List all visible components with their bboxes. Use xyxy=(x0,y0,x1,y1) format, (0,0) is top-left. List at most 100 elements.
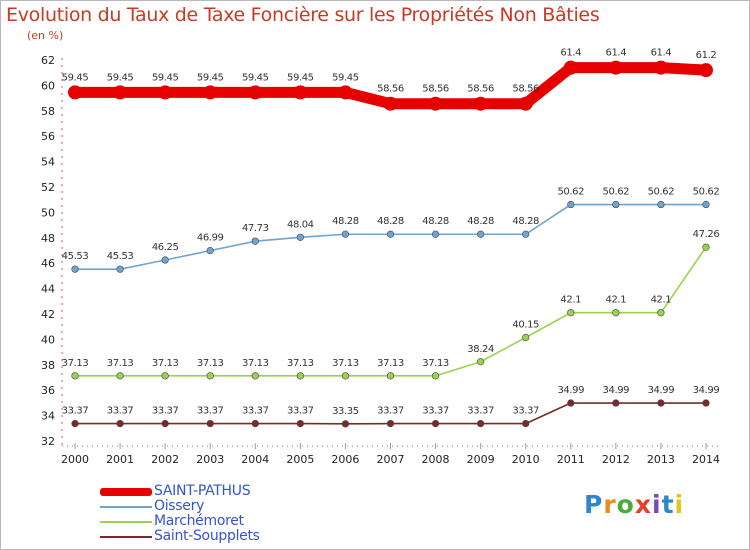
data-label-oissery: 48.28 xyxy=(467,216,494,227)
data-point-saint-soupplets xyxy=(116,420,124,428)
legend-swatch-oissery xyxy=(100,506,152,508)
data-label-saint-soupplets: 34.99 xyxy=(603,385,630,396)
legend-label-oissery: Oissery xyxy=(154,498,205,514)
data-label-oissery: 50.62 xyxy=(693,187,720,198)
data-label-marchemoret: 37.13 xyxy=(422,358,449,369)
data-label-saint-soupplets: 33.37 xyxy=(377,406,404,417)
data-label-marchemoret: 37.13 xyxy=(107,358,134,369)
data-point-oissery xyxy=(116,265,124,273)
data-point-oissery xyxy=(612,200,620,209)
data-point-saint-pathus xyxy=(203,85,218,100)
data-label-saint-soupplets: 34.99 xyxy=(693,385,720,396)
data-point-marchemoret xyxy=(702,243,710,251)
data-label-oissery: 50.62 xyxy=(603,187,630,198)
data-point-marchemoret xyxy=(657,309,665,317)
x-tick-label: 2010 xyxy=(512,453,540,466)
data-point-saint-soupplets xyxy=(296,420,304,428)
legend-swatch-saint-soupplets xyxy=(100,536,152,538)
y-tick-label: 62 xyxy=(41,54,55,67)
data-label-saint-soupplets: 33.37 xyxy=(242,406,269,417)
data-label-saint-soupplets: 33.37 xyxy=(422,406,449,417)
legend-swatch-saint-pathus xyxy=(100,488,152,496)
data-point-oissery xyxy=(522,230,530,238)
data-label-saint-pathus: 59.45 xyxy=(107,72,134,83)
data-label-oissery: 50.62 xyxy=(648,187,675,198)
data-label-marchemoret: 37.13 xyxy=(152,358,179,369)
x-tick-label: 2005 xyxy=(286,453,314,466)
data-point-saint-soupplets xyxy=(477,420,485,428)
logo-letter: r xyxy=(603,490,617,519)
data-point-saint-soupplets xyxy=(567,399,575,407)
data-label-saint-soupplets: 33.37 xyxy=(287,406,314,417)
proxiti-logo: Proxiti xyxy=(584,490,684,519)
data-label-oissery: 46.25 xyxy=(152,242,179,253)
data-label-marchemoret: 42.1 xyxy=(606,295,627,306)
data-point-saint-soupplets xyxy=(657,399,665,407)
data-label-saint-pathus: 61.4 xyxy=(560,48,581,59)
data-label-marchemoret: 37.13 xyxy=(287,358,314,369)
data-point-marchemoret xyxy=(612,309,620,317)
x-tick-label: 2004 xyxy=(241,453,269,466)
data-point-saint-pathus xyxy=(383,96,398,111)
data-label-oissery: 45.53 xyxy=(107,251,134,262)
data-label-oissery: 46.99 xyxy=(197,233,224,244)
data-label-saint-soupplets: 33.37 xyxy=(512,406,539,417)
data-label-saint-soupplets: 33.37 xyxy=(107,406,134,417)
data-label-saint-soupplets: 33.37 xyxy=(467,406,494,417)
data-label-saint-soupplets: 33.37 xyxy=(62,406,89,417)
y-tick-label: 42 xyxy=(41,308,55,321)
x-tick-label: 2007 xyxy=(376,453,404,466)
x-tick-label: 2012 xyxy=(602,453,630,466)
data-label-saint-pathus: 59.45 xyxy=(242,72,269,83)
data-label-marchemoret: 37.13 xyxy=(332,358,359,369)
data-point-marchemoret xyxy=(522,333,530,342)
data-label-saint-soupplets: 33.37 xyxy=(152,406,179,417)
data-labels: 33.37 33.37 33.37 33.37 33.37 33.37 33.35 33.37… xyxy=(62,48,720,417)
x-tick-label: 2001 xyxy=(106,453,134,466)
axes: 32 34 36 38 40 42 44 46 48 50 52 54 56 58 60 62 2000 2001… xyxy=(41,54,720,466)
data-point-saint-pathus xyxy=(518,96,533,111)
data-point-saint-soupplets xyxy=(206,420,214,428)
data-point-oissery xyxy=(477,230,485,238)
data-point-oissery xyxy=(71,265,79,273)
data-label-marchemoret: 38.24 xyxy=(467,344,494,355)
data-label-oissery: 47.73 xyxy=(242,223,269,234)
data-label-saint-soupplets: 34.99 xyxy=(648,385,675,396)
data-point-marchemoret xyxy=(386,372,395,380)
x-tick-label: 2000 xyxy=(61,453,89,466)
data-point-marchemoret xyxy=(341,372,350,380)
x-tick-label: 2009 xyxy=(467,453,495,466)
data-point-saint-pathus xyxy=(653,60,668,75)
x-tick-label: 2013 xyxy=(647,453,675,466)
data-label-marchemoret: 42.1 xyxy=(560,295,581,306)
data-point-marchemoret xyxy=(206,372,214,380)
data-point-oissery xyxy=(341,230,350,238)
data-point-saint-pathus xyxy=(428,96,443,111)
legend-swatch-marchemoret xyxy=(100,521,152,523)
data-label-oissery: 48.28 xyxy=(332,216,359,227)
data-point-marchemoret xyxy=(477,358,485,366)
data-point-saint-soupplets xyxy=(71,420,79,428)
data-label-oissery: 48.04 xyxy=(287,219,314,230)
data-point-marchemoret xyxy=(116,372,124,380)
data-label-oissery: 50.62 xyxy=(557,187,584,198)
data-label-saint-pathus: 59.45 xyxy=(332,72,359,83)
data-label-oissery: 48.28 xyxy=(512,216,539,227)
data-point-saint-soupplets xyxy=(161,420,169,428)
data-point-marchemoret xyxy=(161,372,169,380)
legend-label-saint-soupplets: Saint-Soupplets xyxy=(154,528,260,544)
data-point-saint-pathus xyxy=(158,85,173,100)
data-point-oissery xyxy=(386,230,395,238)
data-point-saint-soupplets xyxy=(522,420,530,428)
series-lines xyxy=(68,60,713,428)
data-label-marchemoret: 40.15 xyxy=(512,319,539,330)
data-point-saint-pathus xyxy=(248,85,263,100)
data-label-marchemoret: 47.26 xyxy=(693,229,720,240)
data-point-saint-soupplets xyxy=(341,420,350,428)
data-label-saint-pathus: 58.56 xyxy=(377,84,404,95)
data-label-marchemoret: 37.13 xyxy=(197,358,224,369)
y-tick-label: 60 xyxy=(41,79,55,92)
data-label-saint-soupplets: 33.37 xyxy=(197,406,224,417)
data-label-saint-pathus: 61.2 xyxy=(696,50,717,61)
logo-letter: t xyxy=(661,490,675,519)
